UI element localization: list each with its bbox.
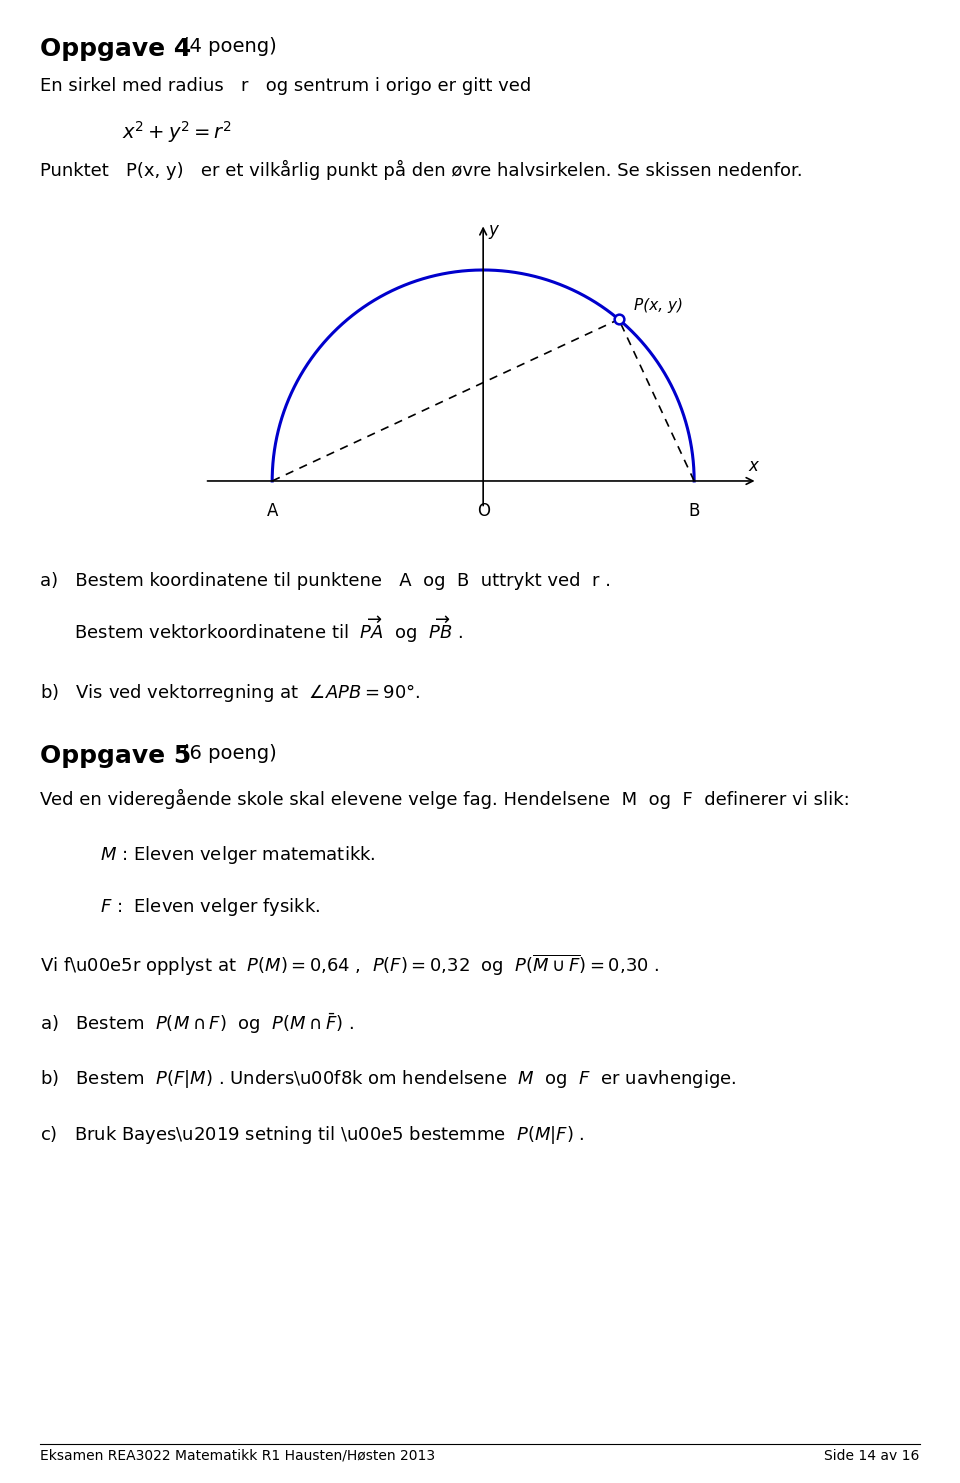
Text: b)   Bestem  $P(F|M)$ . Unders\u00f8k om hendelsene  $M$  og  $F$  er uavhengige: b) Bestem $P(F|M)$ . Unders\u00f8k om he… — [40, 1068, 736, 1090]
Text: O: O — [477, 503, 490, 521]
Text: Vi f\u00e5r opplyst at  $P(M) = 0{,}64$ ,  $P(F) = 0{,}32$  og  $P(\overline{M \: Vi f\u00e5r opplyst at $P(M) = 0{,}64$ ,… — [40, 952, 660, 977]
Text: P(x, y): P(x, y) — [634, 298, 683, 313]
Text: Punktet   P(x, y)   er et vilkårlig punkt på den øvre halvsirkelen. Se skissen n: Punktet P(x, y) er et vilkårlig punkt på… — [40, 160, 803, 181]
Text: B: B — [688, 503, 700, 521]
Text: $M$ : Eleven velger matematikk.: $M$ : Eleven velger matematikk. — [100, 844, 375, 866]
Text: a)   Bestem  $P(M \cap F)$  og  $P(M \cap \bar{F})$ .: a) Bestem $P(M \cap F)$ og $P(M \cap \ba… — [40, 1011, 354, 1037]
Text: x: x — [748, 457, 758, 475]
Text: A: A — [267, 503, 277, 521]
Text: Ved en videregående skole skal elevene velge fag. Hendelsene  M  og  F  definere: Ved en videregående skole skal elevene v… — [40, 789, 850, 810]
Text: Side 14 av 16: Side 14 av 16 — [825, 1449, 920, 1462]
Text: Bestem vektorkoordinatene til  $\overrightarrow{PA}$  og  $\overrightarrow{PB}$ : Bestem vektorkoordinatene til $\overrigh… — [40, 614, 463, 645]
Text: $F$ :  Eleven velger fysikk.: $F$ : Eleven velger fysikk. — [100, 896, 320, 918]
Text: a)   Bestem koordinatene til punktene   A  og  B  uttrykt ved  r .: a) Bestem koordinatene til punktene A og… — [40, 572, 612, 590]
Text: (6 poeng): (6 poeng) — [182, 744, 277, 764]
Text: Oppgave 5: Oppgave 5 — [40, 744, 192, 768]
Text: (4 poeng): (4 poeng) — [182, 37, 277, 56]
Text: $x^2 + y^2 = r^2$: $x^2 + y^2 = r^2$ — [122, 119, 231, 144]
Text: y: y — [489, 221, 498, 239]
Text: b)   Vis ved vektorregning at  $\angle APB = 90°$.: b) Vis ved vektorregning at $\angle APB … — [40, 682, 420, 704]
Text: En sirkel med radius   r   og sentrum i origo er gitt ved: En sirkel med radius r og sentrum i orig… — [40, 77, 532, 95]
Text: Eksamen REA3022 Matematikk R1 Hausten/Høsten 2013: Eksamen REA3022 Matematikk R1 Hausten/Hø… — [40, 1449, 436, 1462]
Text: Oppgave 4: Oppgave 4 — [40, 37, 192, 61]
Text: c)   Bruk Bayes\u2019 setning til \u00e5 bestemme  $P(M|F)$ .: c) Bruk Bayes\u2019 setning til \u00e5 b… — [40, 1124, 585, 1146]
